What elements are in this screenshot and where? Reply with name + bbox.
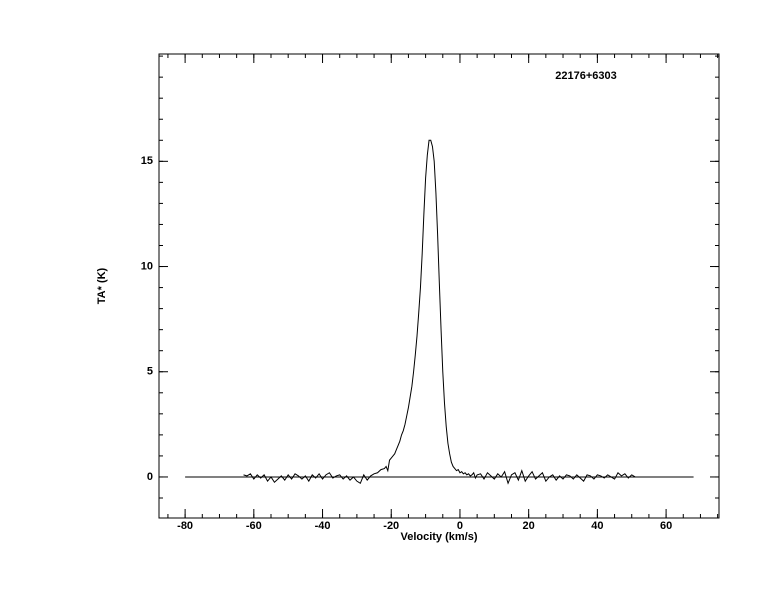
annotation: 22176+6303	[555, 70, 616, 82]
y-tick-label: 0	[147, 471, 153, 483]
x-tick-label: -60	[246, 520, 262, 532]
x-tick-label: 20	[523, 520, 535, 532]
x-tick-label: -80	[177, 520, 193, 532]
plot-frame	[158, 53, 720, 519]
y-tick-label: 15	[141, 155, 153, 167]
x-tick-label: 60	[660, 520, 672, 532]
x-tick-label: -20	[383, 520, 399, 532]
y-tick-label: 10	[141, 260, 153, 272]
spectrum-line	[243, 139, 636, 485]
y-axis-label: TA* (K)	[96, 267, 108, 304]
x-tick-label: -40	[315, 520, 331, 532]
y-tick-label: 5	[147, 366, 153, 378]
x-tick-label: 0	[457, 520, 463, 532]
x-axis-label: Velocity (km/s)	[400, 531, 477, 543]
x-tick-label: 40	[591, 520, 603, 532]
